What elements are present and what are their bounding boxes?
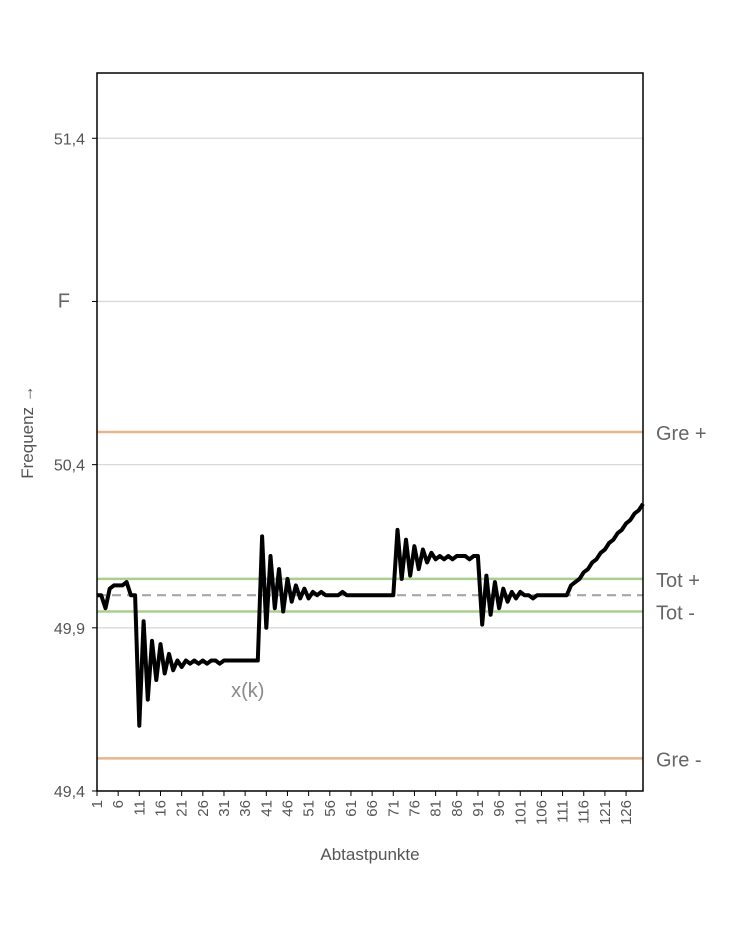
y-tick-label: F: [58, 290, 70, 312]
reference-line-label: Tot +: [656, 570, 700, 592]
y-tick-label: 50,4: [54, 458, 85, 475]
x-tick-label: 126: [618, 800, 635, 825]
x-axis-title: Abtastpunkte: [320, 845, 419, 864]
series-line: [97, 502, 645, 728]
y-tick-label: 49,9: [54, 621, 85, 638]
reference-line-label: Gre -: [656, 749, 702, 771]
y-tick-label: 49,4: [54, 784, 85, 801]
x-tick-label: 91: [470, 800, 487, 817]
y-axis-title: Frequenz →: [18, 385, 37, 479]
x-tick-label: 86: [449, 800, 466, 817]
x-tick-label: 51: [301, 800, 318, 817]
reference-line-label: Gre +: [656, 423, 707, 445]
x-tick-label: 66: [364, 800, 381, 817]
x-tick-label: 1: [89, 800, 106, 808]
x-axis-ticks: 1 6 11 16 21 26 31 36 41 46 51 56 61 66 71 76 81 86 91 96 10…: [89, 791, 635, 825]
series-label: x(k): [231, 680, 264, 702]
x-tick-label: 61: [343, 800, 360, 817]
y-axis-ticks: 49,4 49,9 50,4 51,4 F: [54, 131, 97, 801]
x-tick-label: 116: [576, 800, 593, 824]
reference-line-label: Tot -: [656, 603, 695, 625]
x-tick-label: 36: [237, 800, 254, 817]
series-group: [97, 502, 645, 728]
x-tick-label: 111: [555, 800, 572, 823]
x-tick-label: 106: [533, 800, 550, 825]
x-tick-label: 26: [195, 800, 212, 817]
x-tick-label: 76: [406, 800, 423, 817]
x-tick-label: 16: [152, 800, 169, 817]
x-tick-label: 6: [110, 800, 127, 808]
x-tick-label: 46: [279, 800, 296, 817]
x-tick-label: 71: [385, 800, 402, 817]
x-tick-label: 96: [491, 800, 508, 817]
plot-frame: [96, 72, 644, 792]
reference-labels: Gre + Tot + Tot - Gre -: [656, 423, 707, 771]
x-tick-label: 81: [428, 800, 445, 817]
x-tick-label: 21: [174, 800, 191, 817]
x-tick-label: 11: [131, 800, 148, 816]
y-tick-label: 51,4: [54, 131, 85, 148]
x-tick-label: 121: [597, 800, 614, 825]
x-tick-label: 56: [322, 800, 339, 817]
grid-lines: [97, 137, 643, 629]
x-tick-label: 41: [258, 800, 275, 817]
x-tick-label: 101: [512, 800, 529, 825]
x-tick-label: 31: [216, 800, 233, 817]
